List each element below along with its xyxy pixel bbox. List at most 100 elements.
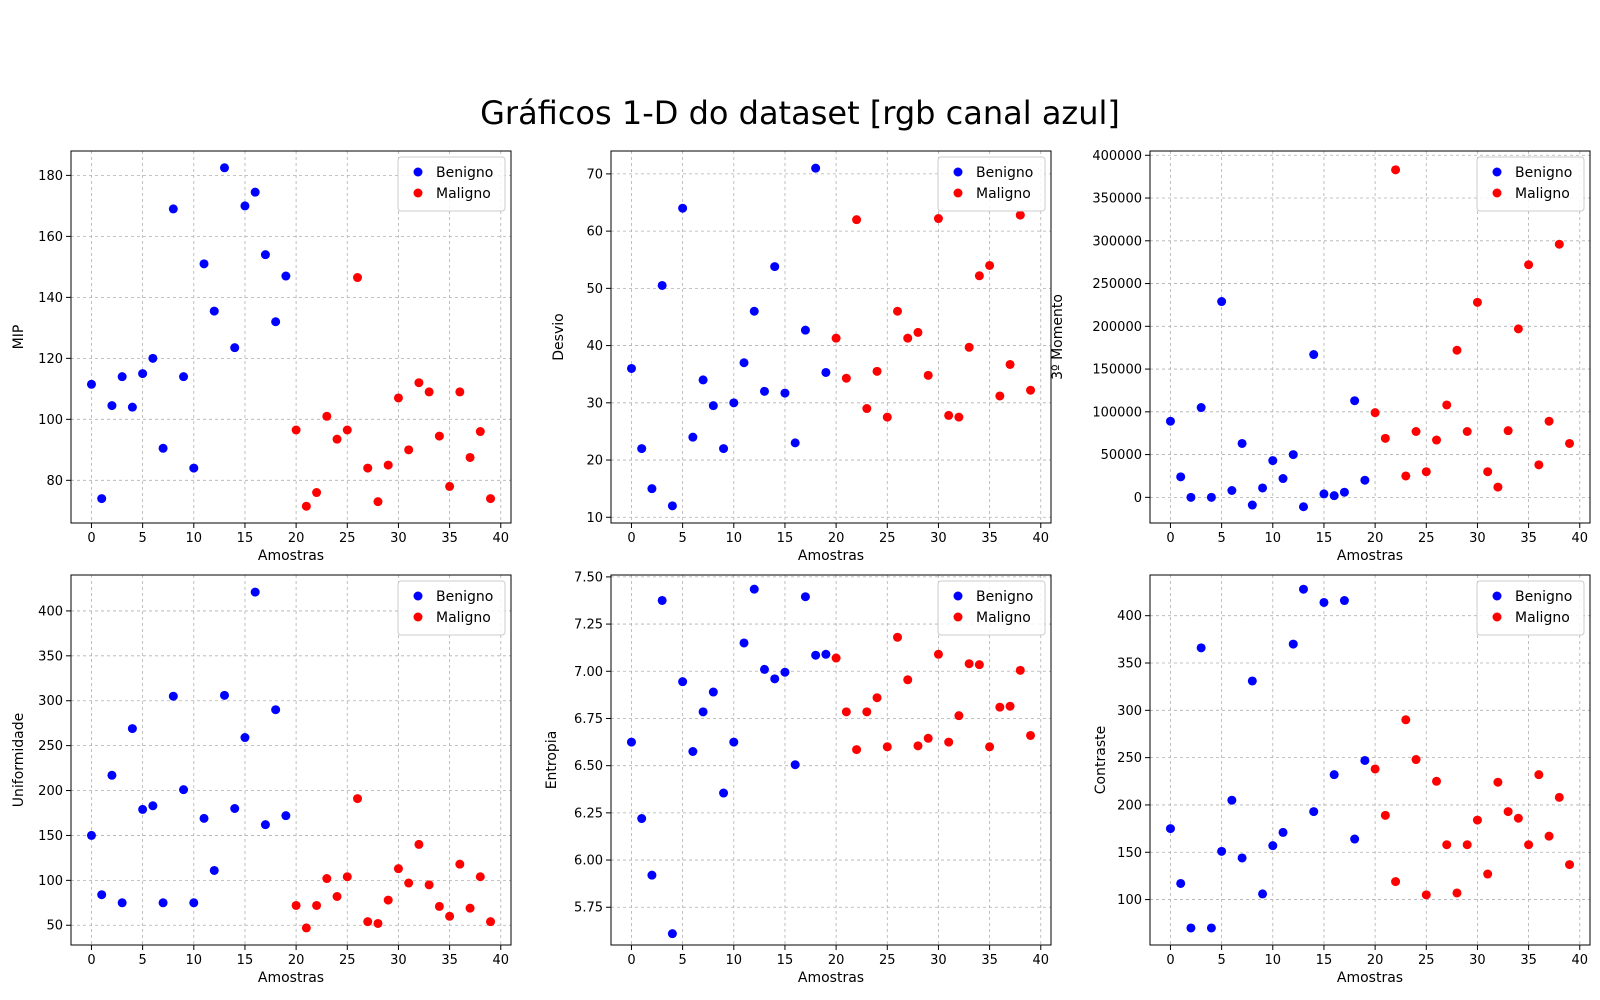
- x-tick-label: 15: [237, 953, 254, 968]
- benigno-point: [271, 317, 281, 327]
- maligno-point: [445, 481, 455, 491]
- x-tick-label: 10: [186, 953, 203, 968]
- benigno-point: [1196, 403, 1206, 413]
- x-tick-label: 30: [1469, 953, 1486, 968]
- legend-box: [937, 156, 1046, 212]
- x-tick-label: 35: [981, 953, 998, 968]
- benigno-point: [759, 386, 769, 396]
- maligno-point: [332, 434, 342, 444]
- y-tick-label: 150: [1117, 846, 1142, 861]
- benigno-point: [719, 788, 729, 798]
- x-tick-label: 10: [186, 531, 203, 546]
- y-tick-label: 350: [1117, 657, 1142, 672]
- maligno-point: [414, 839, 424, 849]
- y-tick-label: 100: [38, 874, 63, 889]
- x-tick-label: 40: [1032, 953, 1049, 968]
- legend-marker: [413, 612, 423, 622]
- legend-marker: [953, 612, 963, 622]
- benigno-point: [1298, 584, 1308, 594]
- y-tick-label: 180: [38, 169, 63, 184]
- benigno-point: [780, 667, 790, 677]
- maligno-point: [1452, 888, 1462, 898]
- legend-label: Maligno: [1515, 610, 1570, 626]
- maligno-point: [404, 878, 414, 888]
- benigno-point: [199, 813, 209, 823]
- axes-frame: [610, 574, 1052, 946]
- x-tick-label: 5: [1217, 953, 1225, 968]
- maligno-point: [1411, 426, 1421, 436]
- benigno-point: [1288, 450, 1298, 460]
- legend: Benigno Maligno: [1476, 580, 1585, 636]
- maligno-point: [1524, 840, 1534, 850]
- subplot-1: 0 5 10 15 20 25 30 35 40 80 100 120 140 160 180 Amostra…: [11, 150, 512, 564]
- maligno-point: [434, 901, 444, 911]
- benigno-point: [189, 463, 199, 473]
- benigno-point: [86, 379, 96, 389]
- benigno-point: [179, 372, 189, 382]
- benigno-point: [626, 363, 636, 373]
- benigno-point: [678, 677, 688, 687]
- maligno-point: [1005, 359, 1015, 369]
- legend-label: Benigno: [436, 165, 493, 181]
- maligno-point: [1493, 482, 1503, 492]
- maligno-point: [1503, 426, 1513, 436]
- y-tick-label: 6.00: [574, 854, 603, 869]
- maligno-point: [1534, 460, 1544, 470]
- maligno-point: [404, 445, 414, 455]
- maligno-point: [1483, 467, 1493, 477]
- x-tick-label: 20: [288, 531, 305, 546]
- maligno-point: [1421, 467, 1431, 477]
- benigno-point: [647, 484, 657, 494]
- x-axis-label: Amostras: [258, 548, 324, 564]
- x-tick-label: 35: [1520, 531, 1537, 546]
- x-tick-label: 10: [1265, 953, 1282, 968]
- legend-box: [397, 580, 506, 636]
- y-tick-label: 400000: [1092, 149, 1142, 164]
- x-tick-label: 25: [879, 953, 896, 968]
- benigno-point: [1278, 827, 1288, 837]
- benigno-point: [127, 724, 137, 734]
- maligno-point: [1380, 433, 1390, 443]
- maligno-point: [841, 707, 851, 717]
- x-tick-label: 20: [828, 531, 845, 546]
- x-tick-label: 10: [726, 953, 743, 968]
- benigno-point: [729, 398, 739, 408]
- maligno-point: [985, 260, 995, 270]
- maligno-point: [933, 214, 943, 224]
- x-tick-label: 40: [1571, 953, 1588, 968]
- benigno-point: [1247, 676, 1257, 686]
- y-axis-label: Desvio: [551, 313, 567, 360]
- maligno-point: [393, 864, 403, 874]
- y-tick-label: 70: [586, 167, 603, 182]
- benigno-point: [667, 501, 677, 511]
- maligno-point: [1401, 715, 1411, 725]
- y-tick-label: 6.75: [574, 712, 603, 727]
- x-tick-label: 35: [981, 531, 998, 546]
- benigno-point: [1176, 878, 1186, 888]
- benigno-point: [1258, 889, 1268, 899]
- benigno-point: [739, 638, 749, 648]
- benigno-point: [168, 691, 178, 701]
- benigno-point: [240, 201, 250, 211]
- maligno-point: [445, 911, 455, 921]
- y-tick-label: 7.00: [574, 665, 603, 680]
- maligno-point: [852, 215, 862, 225]
- benigno-point: [117, 372, 127, 382]
- y-tick-label: 50000: [1101, 448, 1142, 463]
- benigno-point: [719, 444, 729, 454]
- legend-marker: [1492, 612, 1502, 622]
- benigno-point: [1319, 489, 1329, 499]
- legend-label: Benigno: [976, 165, 1033, 181]
- maligno-point: [353, 794, 363, 804]
- maligno-point: [1370, 408, 1380, 418]
- benigno-point: [1288, 639, 1298, 649]
- maligno-point: [1026, 385, 1036, 395]
- y-tick-label: 0: [1134, 491, 1142, 506]
- x-tick-label: 30: [1469, 531, 1486, 546]
- benigno-point: [158, 898, 168, 908]
- maligno-point: [903, 675, 913, 685]
- benigno-point: [678, 203, 688, 213]
- benigno-point: [1206, 492, 1216, 502]
- y-tick-label: 350: [38, 649, 63, 664]
- y-tick-label: 100: [38, 413, 63, 428]
